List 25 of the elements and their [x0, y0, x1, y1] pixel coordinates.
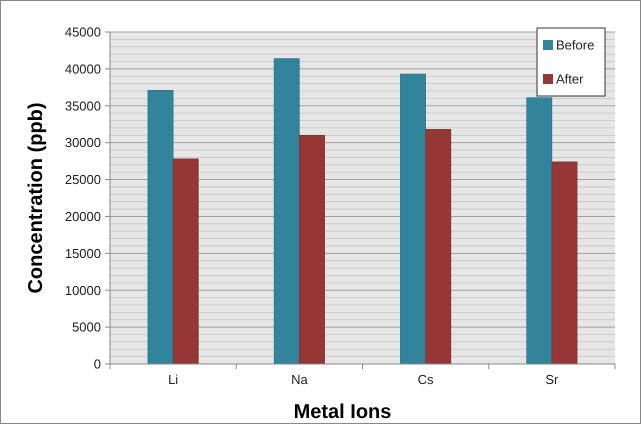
legend-label: After [556, 72, 584, 87]
y-tick-label: 45000 [64, 24, 101, 40]
x-tick-label: Cs [418, 372, 434, 387]
y-tick-label: 15000 [64, 246, 101, 261]
y-tick-label: 35000 [64, 98, 101, 114]
bar [172, 158, 199, 364]
bar [299, 134, 325, 364]
legend-label: Before [556, 38, 594, 53]
y-tick-label: 25000 [64, 172, 101, 188]
y-tick-label: 10000 [64, 282, 101, 298]
bar [425, 129, 452, 364]
y-tick-label: 20000 [64, 208, 101, 224]
x-tick-label: Na [291, 372, 308, 387]
x-tick-label: Sr [545, 372, 560, 387]
y-tick-label: 5000 [72, 320, 101, 335]
bar [274, 58, 300, 364]
bar [400, 74, 426, 364]
y-axis-title: Concentration (ppb) [25, 102, 47, 294]
bar [552, 162, 578, 364]
x-axis-title: Metal Ions [294, 401, 392, 423]
x-tick-label: Li [168, 372, 178, 387]
y-tick-label: 0 [94, 356, 101, 372]
y-tick-label: 40000 [64, 61, 101, 76]
bar [148, 90, 174, 364]
y-tick-label: 30000 [64, 135, 101, 150]
